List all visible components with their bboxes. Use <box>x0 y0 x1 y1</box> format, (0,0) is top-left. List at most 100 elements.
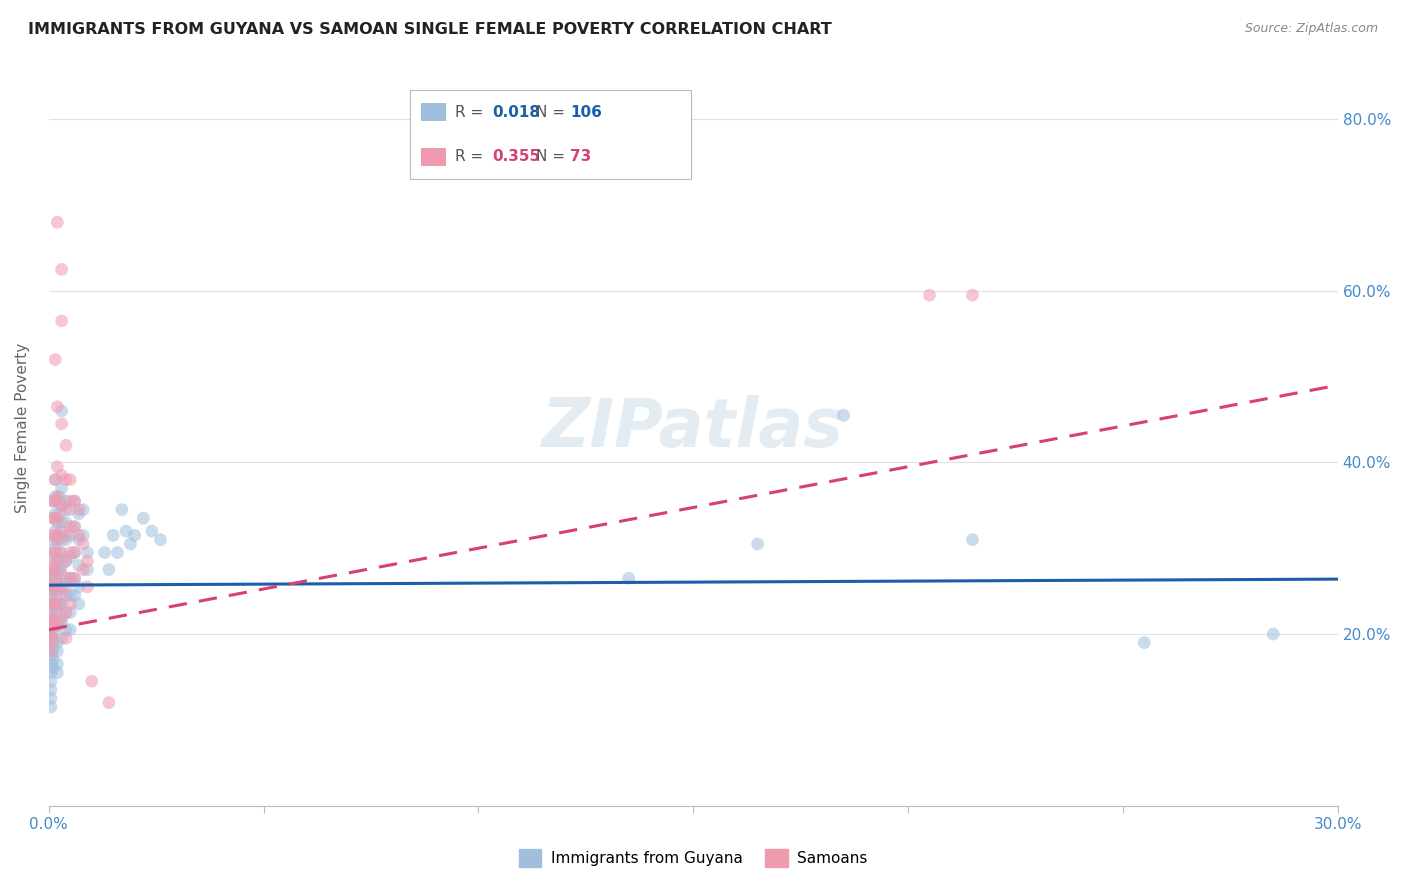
Point <box>67 533 90 547</box>
Point <box>67 597 90 611</box>
Point <box>55 554 77 568</box>
Legend: Immigrants from Guyana, Samoans: Immigrants from Guyana, Samoans <box>512 843 875 873</box>
Point <box>44 473 66 487</box>
Point <box>44 490 66 504</box>
Point <box>42 610 65 624</box>
Point <box>44 541 66 556</box>
Point <box>39 558 62 573</box>
Point <box>46 597 69 611</box>
Point <box>51 468 73 483</box>
Point <box>42 597 65 611</box>
Point <box>51 417 73 431</box>
Point <box>51 314 73 328</box>
Point <box>46 533 69 547</box>
Point <box>51 580 73 594</box>
Point <box>51 589 73 603</box>
Point <box>42 494 65 508</box>
Point <box>51 632 73 646</box>
Point <box>97 563 120 577</box>
Text: N =: N = <box>536 149 569 164</box>
Text: 106: 106 <box>569 104 602 120</box>
Text: Source: ZipAtlas.com: Source: ZipAtlas.com <box>1244 22 1378 36</box>
Point <box>46 494 69 508</box>
Point <box>46 566 69 581</box>
Point <box>72 528 94 542</box>
Point <box>44 511 66 525</box>
Point <box>39 700 62 714</box>
Point <box>39 644 62 658</box>
Point <box>46 635 69 649</box>
Point <box>42 511 65 525</box>
Point <box>42 597 65 611</box>
Point <box>76 545 98 559</box>
Point <box>55 473 77 487</box>
Point <box>59 589 82 603</box>
Point <box>39 657 62 671</box>
Text: R =: R = <box>454 149 488 164</box>
Point <box>59 528 82 542</box>
Point <box>63 571 86 585</box>
Point <box>39 571 62 585</box>
Point <box>42 545 65 559</box>
Point <box>55 589 77 603</box>
Point <box>115 524 138 538</box>
Point <box>42 614 65 628</box>
Point <box>72 537 94 551</box>
Point <box>103 528 125 542</box>
Point <box>44 580 66 594</box>
Point <box>55 438 77 452</box>
Point <box>59 549 82 564</box>
Point <box>51 610 73 624</box>
Point <box>46 657 69 671</box>
Point <box>59 494 82 508</box>
Point <box>39 640 62 654</box>
Point <box>46 459 69 474</box>
Point <box>63 520 86 534</box>
Point <box>51 558 73 573</box>
Point <box>55 516 77 530</box>
Point <box>39 627 62 641</box>
Point <box>46 549 69 564</box>
Point <box>72 563 94 577</box>
Point <box>46 554 69 568</box>
Point <box>747 537 769 551</box>
Point <box>55 606 77 620</box>
Point <box>44 524 66 538</box>
Text: N =: N = <box>536 104 569 120</box>
Point <box>107 545 129 559</box>
Point <box>120 537 142 551</box>
Point <box>51 566 73 581</box>
Point <box>46 575 69 590</box>
Point <box>51 597 73 611</box>
Point <box>59 606 82 620</box>
Point <box>39 618 62 632</box>
Point <box>59 520 82 534</box>
Point <box>67 580 90 594</box>
Point <box>42 528 65 542</box>
Point <box>72 502 94 516</box>
Point <box>111 502 134 516</box>
Point <box>39 691 62 706</box>
Point <box>46 215 69 229</box>
Point <box>44 571 66 585</box>
Point <box>39 597 62 611</box>
Point <box>51 262 73 277</box>
Point <box>55 571 77 585</box>
Point <box>48 597 70 611</box>
Point <box>42 618 65 632</box>
Point <box>39 606 62 620</box>
Point <box>39 674 62 689</box>
Point <box>39 648 62 663</box>
Point <box>1133 635 1156 649</box>
Point <box>124 528 146 542</box>
Point <box>46 511 69 525</box>
Point <box>59 597 82 611</box>
Point <box>46 618 69 632</box>
Point <box>55 494 77 508</box>
Point <box>48 614 70 628</box>
Point <box>46 584 69 599</box>
Point <box>55 502 77 516</box>
Point <box>42 644 65 658</box>
Point <box>46 644 69 658</box>
Point <box>42 494 65 508</box>
